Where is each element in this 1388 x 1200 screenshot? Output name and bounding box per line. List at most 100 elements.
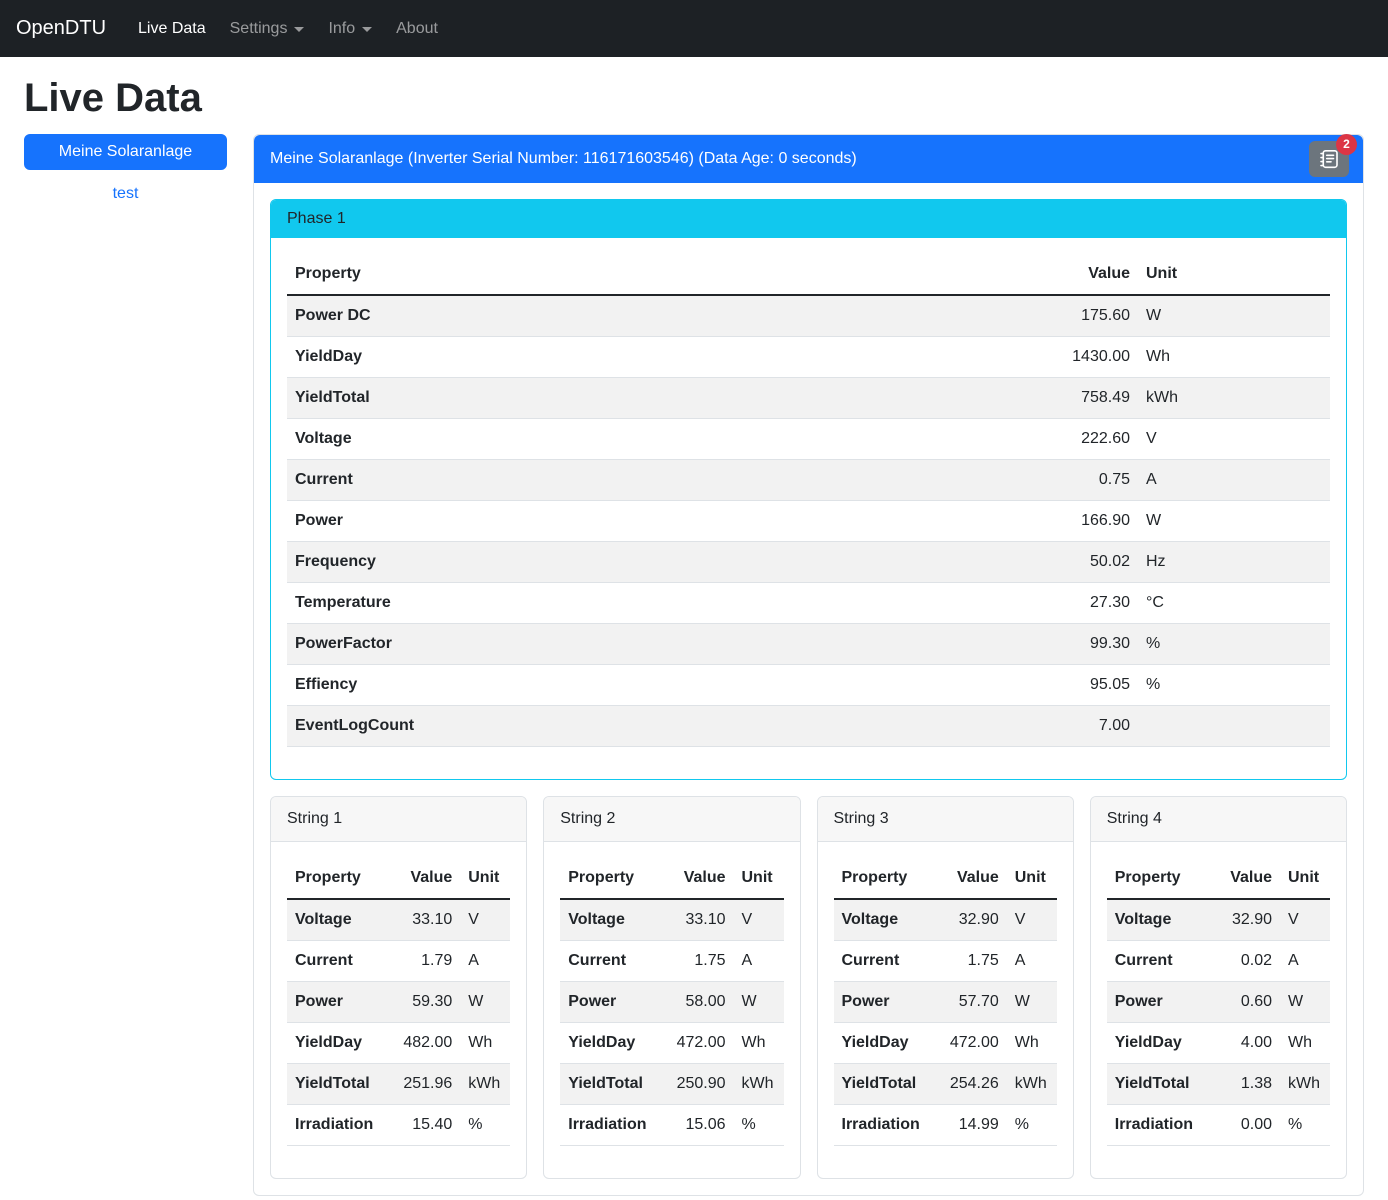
table-row: Power0.60W	[1107, 982, 1330, 1023]
column-header-unit: Unit	[734, 858, 784, 899]
unit-cell: Wh	[734, 1023, 784, 1064]
eventlog-count-badge: 2	[1336, 134, 1357, 155]
string-4-table: Property Value Unit Voltage32.90VCurrent…	[1107, 858, 1330, 1146]
table-row: YieldDay482.00Wh	[287, 1023, 510, 1064]
table-row: Temperature27.30°C	[287, 583, 1330, 624]
unit-cell	[1138, 706, 1330, 747]
table-row: Power59.30W	[287, 982, 510, 1023]
column-header-property: Property	[834, 858, 935, 899]
unit-cell: Wh	[1138, 337, 1330, 378]
string-1-table: Property Value Unit Voltage33.10VCurrent…	[287, 858, 510, 1146]
value-cell: 472.00	[935, 1023, 1007, 1064]
inverter-sidebar: Meine Solaranlage test	[24, 134, 227, 203]
string-1-header: String 1	[271, 797, 526, 842]
table-row: Current0.75A	[287, 460, 1330, 501]
property-cell: YieldDay	[560, 1023, 661, 1064]
property-cell: Current	[560, 941, 661, 982]
nav-label: Live Data	[138, 20, 206, 38]
property-cell: Temperature	[287, 583, 1023, 624]
unit-cell: Wh	[1280, 1023, 1330, 1064]
unit-cell: W	[1007, 982, 1057, 1023]
value-cell: 33.10	[662, 899, 734, 941]
property-cell: YieldTotal	[834, 1064, 935, 1105]
table-row: Effiency95.05%	[287, 665, 1330, 706]
table-row: Current0.02A	[1107, 941, 1330, 982]
nav-item-info[interactable]: Info	[320, 12, 380, 46]
table-row: YieldTotal1.38kWh	[1107, 1064, 1330, 1105]
phase-1-table: Property Value Unit Power DC175.60WYield…	[287, 254, 1330, 747]
unit-cell: A	[1138, 460, 1330, 501]
unit-cell: Wh	[1007, 1023, 1057, 1064]
value-cell: 99.30	[1023, 624, 1138, 665]
column-header-property: Property	[560, 858, 661, 899]
property-cell: YieldDay	[834, 1023, 935, 1064]
column-header-value: Value	[935, 858, 1007, 899]
unit-cell: %	[734, 1105, 784, 1146]
value-cell: 58.00	[662, 982, 734, 1023]
value-cell: 1.79	[388, 941, 460, 982]
property-cell: Current	[287, 460, 1023, 501]
table-row: Voltage32.90V	[1107, 899, 1330, 941]
value-cell: 1430.00	[1023, 337, 1138, 378]
value-cell: 251.96	[388, 1064, 460, 1105]
property-cell: Voltage	[287, 899, 388, 941]
unit-cell: W	[734, 982, 784, 1023]
string-2-table: Property Value Unit Voltage33.10VCurrent…	[560, 858, 783, 1146]
value-cell: 175.60	[1023, 295, 1138, 337]
column-header-unit: Unit	[1280, 858, 1330, 899]
nav-item-about[interactable]: About	[388, 12, 446, 46]
unit-cell: V	[734, 899, 784, 941]
table-row: Voltage33.10V	[560, 899, 783, 941]
value-cell: 0.00	[1208, 1105, 1280, 1146]
table-row: YieldDay1430.00Wh	[287, 337, 1330, 378]
unit-cell: V	[1138, 419, 1330, 460]
value-cell: 14.99	[935, 1105, 1007, 1146]
table-header-row: Property Value Unit	[560, 858, 783, 899]
unit-cell: V	[460, 899, 510, 941]
table-row: Voltage222.60V	[287, 419, 1330, 460]
property-cell: YieldTotal	[287, 378, 1023, 419]
value-cell: 57.70	[935, 982, 1007, 1023]
property-cell: YieldTotal	[560, 1064, 661, 1105]
unit-cell: %	[1138, 665, 1330, 706]
unit-cell: Hz	[1138, 542, 1330, 583]
table-row: Current1.75A	[834, 941, 1057, 982]
unit-cell: W	[1138, 501, 1330, 542]
property-cell: Voltage	[560, 899, 661, 941]
eventlog-button[interactable]: 2	[1309, 141, 1349, 177]
table-row: YieldDay4.00Wh	[1107, 1023, 1330, 1064]
string-1-card: String 1 Property Value Unit	[270, 796, 527, 1179]
unit-cell: %	[1280, 1105, 1330, 1146]
string-2-card: String 2 Property Value Unit	[543, 796, 800, 1179]
value-cell: 1.38	[1208, 1064, 1280, 1105]
table-header-row: Property Value Unit	[1107, 858, 1330, 899]
property-cell: EventLogCount	[287, 706, 1023, 747]
table-row: Power57.70W	[834, 982, 1057, 1023]
property-cell: YieldDay	[1107, 1023, 1208, 1064]
value-cell: 33.10	[388, 899, 460, 941]
string-3-card: String 3 Property Value Unit	[817, 796, 1074, 1179]
inverter-link-test[interactable]: test	[24, 185, 227, 203]
value-cell: 32.90	[1208, 899, 1280, 941]
property-cell: Voltage	[1107, 899, 1208, 941]
phase-1-header: Phase 1	[271, 200, 1346, 238]
table-header-row: Property Value Unit	[834, 858, 1057, 899]
nav-item-settings[interactable]: Settings	[222, 12, 313, 46]
table-row: Voltage33.10V	[287, 899, 510, 941]
value-cell: 27.30	[1023, 583, 1138, 624]
nav-label: Settings	[230, 20, 288, 38]
unit-cell: W	[460, 982, 510, 1023]
brand-opendtu[interactable]: OpenDTU	[12, 13, 110, 44]
value-cell: 0.75	[1023, 460, 1138, 501]
value-cell: 166.90	[1023, 501, 1138, 542]
table-row: Irradiation14.99%	[834, 1105, 1057, 1146]
value-cell: 758.49	[1023, 378, 1138, 419]
nav-item-live-data[interactable]: Live Data	[130, 12, 214, 46]
property-cell: Voltage	[287, 419, 1023, 460]
property-cell: Power DC	[287, 295, 1023, 337]
string-3-table: Property Value Unit Voltage32.90VCurrent…	[834, 858, 1057, 1146]
unit-cell: %	[1138, 624, 1330, 665]
inverter-select-button[interactable]: Meine Solaranlage	[24, 134, 227, 170]
table-row: Voltage32.90V	[834, 899, 1057, 941]
property-cell: YieldTotal	[287, 1064, 388, 1105]
